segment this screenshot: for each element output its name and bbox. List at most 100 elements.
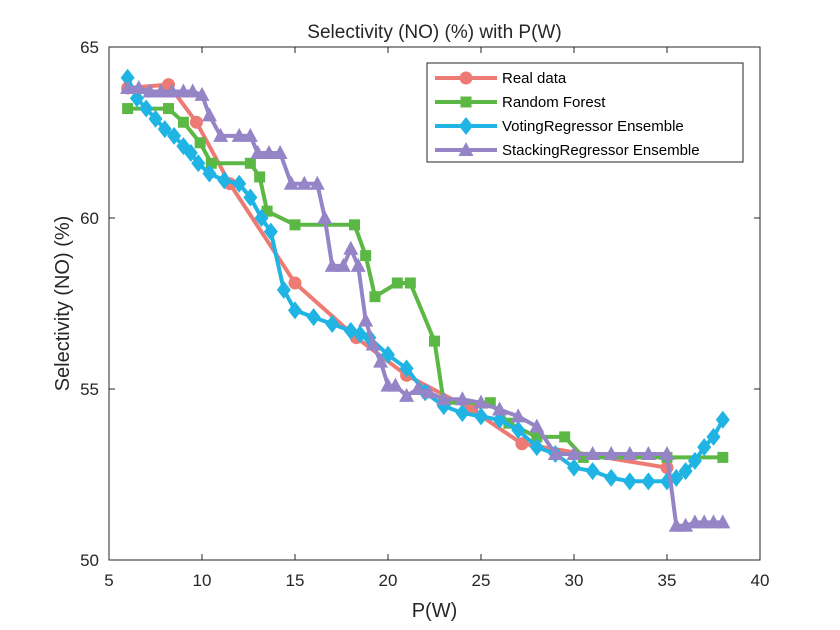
data-point: [217, 171, 232, 190]
data-point: [381, 345, 395, 364]
data-point: [261, 145, 277, 160]
data-point: [120, 80, 136, 95]
data-point: [142, 83, 158, 98]
data-point: [201, 107, 217, 122]
data-point: [421, 384, 437, 399]
data-point: [289, 219, 301, 231]
series-layer: [120, 68, 731, 532]
data-point: [177, 116, 189, 128]
data-point: [163, 103, 175, 115]
plot-frame: [108, 46, 761, 561]
data-point: [131, 80, 147, 95]
y-axis-label: Selectivity (NO) (%): [52, 216, 74, 392]
data-point: [410, 381, 426, 395]
data-point: [567, 458, 581, 477]
data-point: [288, 301, 302, 320]
data-point: [194, 137, 206, 149]
data-point: [515, 437, 529, 451]
data-point: [404, 277, 416, 289]
legend: Real data Random Forest VotingRegressor En…: [426, 62, 744, 163]
data-point: [436, 391, 452, 406]
data-point: [473, 394, 489, 409]
legend-marker: [458, 142, 474, 156]
data-point: [360, 250, 372, 262]
data-point: [603, 445, 619, 460]
data-point: [622, 445, 638, 460]
data-point: [194, 86, 210, 101]
data-point: [641, 472, 656, 491]
data-point: [324, 257, 340, 272]
chart-title: Selectivity (NO) (%) with P(W): [307, 22, 561, 43]
x-tick-label: 35: [658, 571, 677, 590]
y-tick-label: 55: [80, 380, 99, 399]
legend-entry-label: VotingRegressor Ensemble: [502, 118, 684, 135]
data-point: [706, 427, 721, 446]
data-point: [250, 145, 266, 160]
data-point: [288, 276, 302, 290]
data-point: [373, 353, 389, 368]
data-point: [243, 188, 258, 207]
data-point: [455, 403, 470, 422]
data-point: [261, 205, 273, 217]
x-tick-label: 10: [193, 571, 212, 590]
data-point: [577, 451, 589, 463]
x-tick-label: 30: [565, 571, 584, 590]
legend-entry-label: Real data: [502, 70, 567, 87]
data-point: [325, 315, 340, 334]
x-tick-label: 40: [751, 571, 770, 590]
x-axis-label: P(W): [412, 600, 458, 622]
data-point: [391, 277, 403, 289]
data-point: [254, 171, 266, 183]
data-point: [167, 126, 182, 145]
data-point: [510, 408, 526, 423]
data-point: [566, 445, 582, 460]
data-point: [604, 468, 619, 487]
data-point: [120, 68, 135, 87]
legend-marker: [459, 117, 473, 135]
data-point: [317, 210, 333, 224]
data-point: [585, 462, 600, 481]
y-tick-label: 60: [80, 209, 99, 228]
data-point: [547, 445, 563, 460]
data-point: [189, 115, 203, 129]
series-line: [125, 82, 669, 470]
axes-layer: 5 10 15 20 25 30 35 40 50 55 60 65: [80, 38, 769, 590]
data-point: [335, 257, 351, 272]
data-point: [283, 175, 299, 190]
data-point: [148, 109, 163, 128]
data-point: [202, 164, 217, 183]
data-point: [263, 222, 278, 241]
data-point: [715, 410, 730, 429]
data-point: [157, 120, 172, 139]
data-point: [659, 445, 675, 460]
data-point: [369, 291, 381, 303]
data-point: [474, 407, 488, 426]
data-point: [232, 174, 247, 193]
legend-marker: [459, 71, 473, 85]
data-point: [139, 99, 154, 118]
data-point: [454, 391, 470, 406]
data-point: [272, 145, 288, 160]
data-point: [244, 157, 256, 169]
data-point: [585, 445, 601, 460]
data-point: [205, 157, 217, 169]
data-point: [296, 175, 312, 190]
legend-marker: [460, 96, 472, 108]
series-4: [120, 80, 731, 532]
data-point: [276, 280, 291, 299]
data-point: [183, 144, 198, 163]
data-point: [254, 209, 269, 227]
x-tick-label: 25: [472, 571, 491, 590]
data-point: [715, 514, 731, 529]
data-point: [678, 462, 693, 481]
data-point: [622, 472, 637, 491]
data-point: [358, 312, 374, 327]
data-point: [122, 103, 134, 115]
data-point: [153, 83, 169, 98]
data-point: [399, 359, 414, 378]
data-point: [492, 401, 508, 416]
data-point: [191, 154, 206, 173]
data-point: [717, 451, 729, 463]
data-point: [559, 431, 571, 443]
